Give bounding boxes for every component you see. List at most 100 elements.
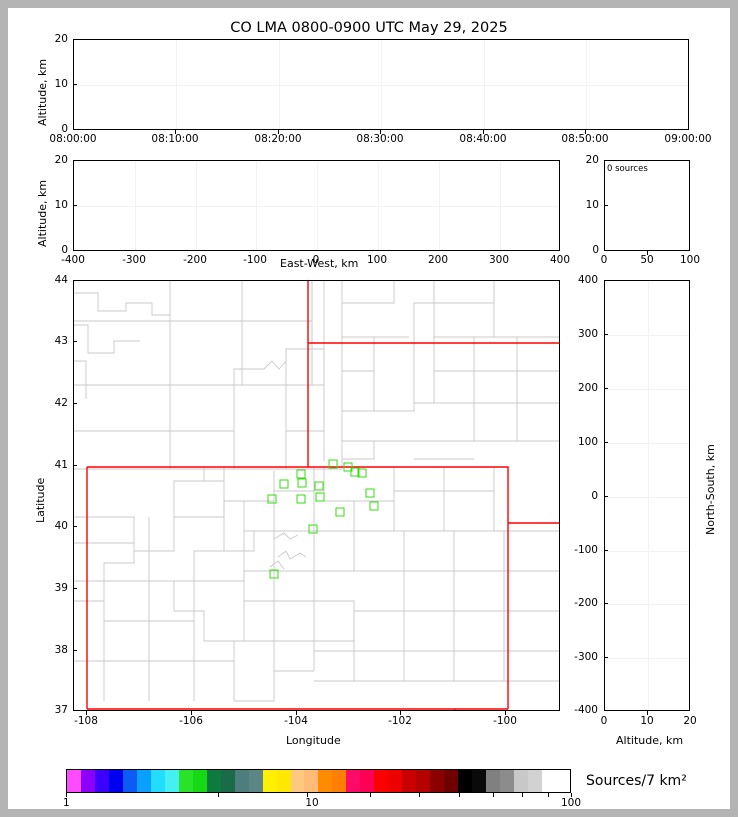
gridline: [605, 497, 689, 498]
axis-title-longitude: Longitude: [286, 734, 341, 747]
axis-tick-label: -400: [574, 703, 598, 716]
axis-tick-label: 08:30:00: [356, 133, 404, 145]
axis-tick-label: -300: [574, 650, 598, 663]
axis-tick: [604, 550, 608, 551]
colorbar-segment: [136, 770, 151, 792]
axis-tick: [73, 403, 77, 404]
colorbar-segment: [458, 770, 473, 792]
lma-station-marker: [328, 459, 338, 469]
gridline: [605, 604, 689, 605]
colorbar-label-min: 1: [63, 797, 70, 809]
axis-tick-label: 0: [592, 243, 599, 256]
panel-northsouth-height: [604, 280, 690, 711]
axis-tick: [483, 130, 484, 134]
axis-tick-label: 41: [54, 458, 68, 471]
axis-tick: [604, 657, 608, 658]
gridline: [605, 551, 689, 552]
page-title: CO LMA 0800-0900 UTC May 29, 2025: [230, 20, 508, 36]
colorbar[interactable]: [66, 769, 571, 793]
axis-tick-label: 0: [600, 715, 608, 727]
axis-tick: [400, 711, 401, 715]
colorbar-segment: [374, 770, 389, 792]
axis-tick-label: 300: [488, 254, 510, 266]
axis-tick: [604, 334, 608, 335]
axis-tick-label: 200: [577, 381, 598, 394]
lma-station-marker: [357, 468, 367, 478]
axis-tick-label: -100: [493, 715, 517, 727]
colorbar-segment: [220, 770, 235, 792]
colorbar-segment: [486, 770, 501, 792]
axis-tick-label: 42: [54, 396, 68, 409]
gridline: [605, 389, 689, 390]
lma-station-marker: [365, 488, 375, 498]
axis-tick-label: 08:40:00: [459, 133, 507, 145]
colorbar-segment: [402, 770, 417, 792]
axis-tick-label: 100: [366, 254, 388, 266]
colorbar-segment: [500, 770, 514, 792]
axis-tick-label: -200: [574, 596, 598, 609]
panel-time-height: [73, 39, 689, 130]
lma-station-marker: [296, 469, 306, 479]
axis-tick-label: 40: [54, 519, 68, 532]
axis-tick-label: 0: [61, 122, 68, 135]
colorbar-segment: [150, 770, 165, 792]
colorbar-segment: [94, 770, 109, 792]
axis-tick: [585, 130, 586, 134]
gridline: [500, 161, 501, 250]
axis-tick-label: 09:00:00: [664, 133, 712, 145]
axis-tick-label: -400: [61, 254, 85, 266]
gridline: [176, 40, 177, 129]
axis-tick: [278, 130, 279, 134]
lma-station-marker: [343, 462, 353, 472]
lma-station-marker: [267, 494, 277, 504]
gridline: [196, 161, 197, 250]
axis-tick-label: 38: [54, 643, 68, 656]
colorbar-segment: [346, 770, 361, 792]
axis-tick-label: 100: [577, 435, 598, 448]
gridline: [381, 40, 382, 129]
colorbar-tick: [548, 793, 549, 797]
panel-plan-view-map[interactable]: [73, 280, 560, 711]
axis-tick-label: -100: [243, 254, 267, 266]
colorbar-segment: [262, 770, 277, 792]
axis-tick-label: 400: [577, 273, 598, 286]
colorbar-segment: [80, 770, 95, 792]
axis-tick: [296, 711, 297, 715]
axis-tick-label: 10: [54, 198, 68, 211]
axis-tick-label: 37: [54, 703, 68, 716]
axis-tick-label: -106: [179, 715, 203, 727]
axis-tick-label: -108: [74, 715, 98, 727]
axis-tick: [647, 251, 648, 255]
axis-tick: [604, 442, 608, 443]
axis-tick: [73, 84, 77, 85]
colorbar-segment: [234, 770, 249, 792]
colorbar-segment: [206, 770, 221, 792]
colorbar-segment: [541, 770, 556, 792]
gridline: [256, 161, 257, 250]
axis-tick: [73, 341, 77, 342]
colorbar-segment: [416, 770, 431, 792]
axis-tick-label: 08:00:00: [49, 133, 97, 145]
lma-station-marker: [308, 524, 318, 534]
axis-tick-label: 0: [591, 489, 598, 502]
axis-tick-label: 08:50:00: [561, 133, 609, 145]
lma-station-marker: [296, 494, 306, 504]
colorbar-tick: [459, 793, 460, 797]
axis-tick: [604, 205, 608, 206]
axis-tick: [604, 496, 608, 497]
gridline: [135, 161, 136, 250]
colorbar-segment: [67, 770, 81, 792]
gridline: [605, 335, 689, 336]
map-boundaries-svg: [74, 281, 559, 710]
axis-tick-label: 0: [312, 254, 320, 266]
colorbar-segment: [514, 770, 528, 792]
gridline: [605, 658, 689, 659]
axis-tick-label: 20: [683, 715, 697, 727]
colorbar-segment: [178, 770, 193, 792]
colorbar-segment: [388, 770, 403, 792]
lma-station-marker: [279, 479, 289, 489]
colorbar-segment: [318, 770, 333, 792]
colorbar-tick: [493, 793, 494, 797]
colorbar-tick: [419, 793, 420, 797]
colorbar-tick: [571, 793, 572, 797]
